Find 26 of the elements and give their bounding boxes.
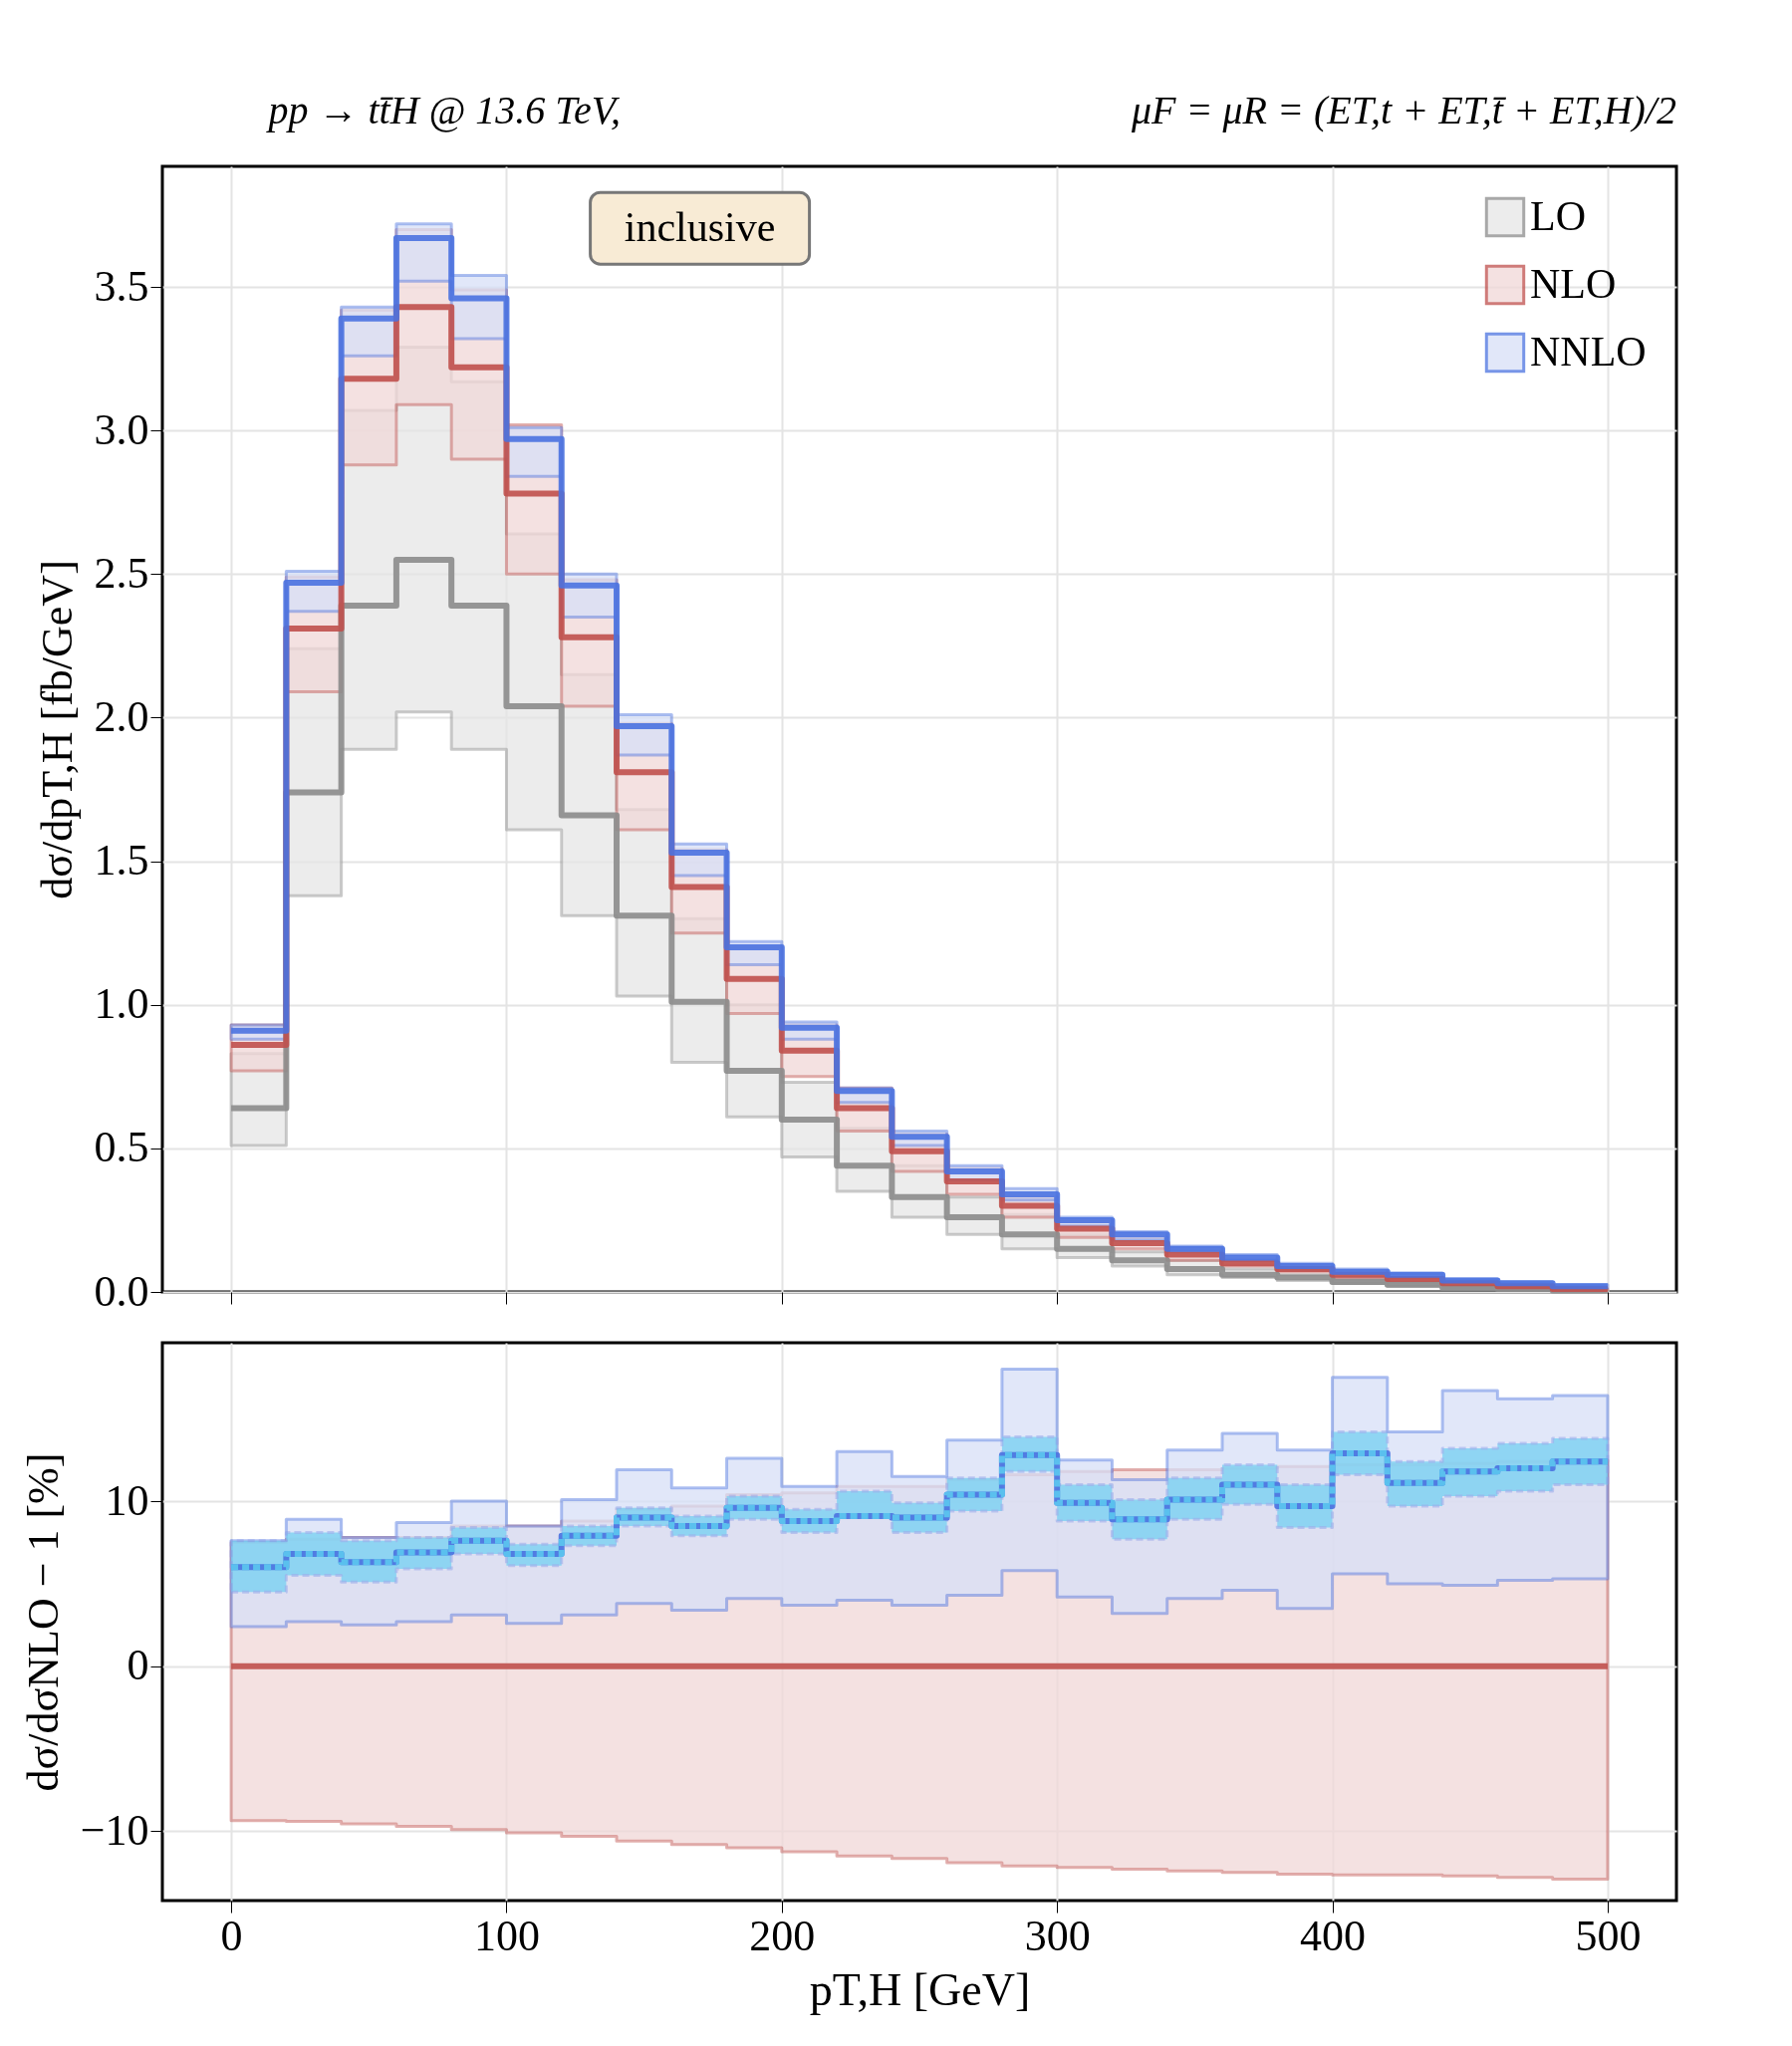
x-tick-label: 300 (1024, 1911, 1091, 1960)
legend-label: NNLO (1530, 329, 1647, 375)
annotation: inclusive (624, 204, 776, 251)
y-axis-title: dσ/dpT,H [fb/GeV] (32, 560, 82, 899)
y-tick-label: 2.0 (94, 691, 149, 741)
x-tick-label: 100 (473, 1911, 540, 1960)
y-tick-label: 1.5 (94, 836, 149, 886)
legend-label: LO (1530, 193, 1586, 239)
legend-label: NLO (1530, 261, 1617, 307)
y-tick-label: 2.5 (94, 548, 149, 598)
x-tick-label: 500 (1575, 1911, 1642, 1960)
y-tick-label: 3.0 (94, 404, 149, 454)
y-tick-label: 10 (105, 1475, 149, 1525)
y-tick-label: 1.0 (94, 979, 149, 1029)
y-tick-label: 0 (127, 1641, 149, 1690)
x-axis-title: pT,H [GeV] (809, 1963, 1031, 2015)
y-tick-label: 0.0 (94, 1266, 149, 1316)
y-tick-label: 0.5 (94, 1123, 149, 1172)
y-axis-title: dσ/dσNLO − 1 [%] (18, 1452, 68, 1792)
x-tick-label: 400 (1300, 1911, 1367, 1960)
chart-subtitle: μF = μR = (ET,t + ET,t̄ + ET,H)/2 (1131, 88, 1676, 132)
chart-title: pp → tt̄H @ 13.6 TeV, (265, 88, 621, 132)
x-tick-label: 0 (220, 1911, 243, 1960)
x-tick-label: 200 (749, 1911, 816, 1960)
y-tick-label: 3.5 (94, 261, 149, 311)
y-tick-label: −10 (80, 1805, 149, 1855)
